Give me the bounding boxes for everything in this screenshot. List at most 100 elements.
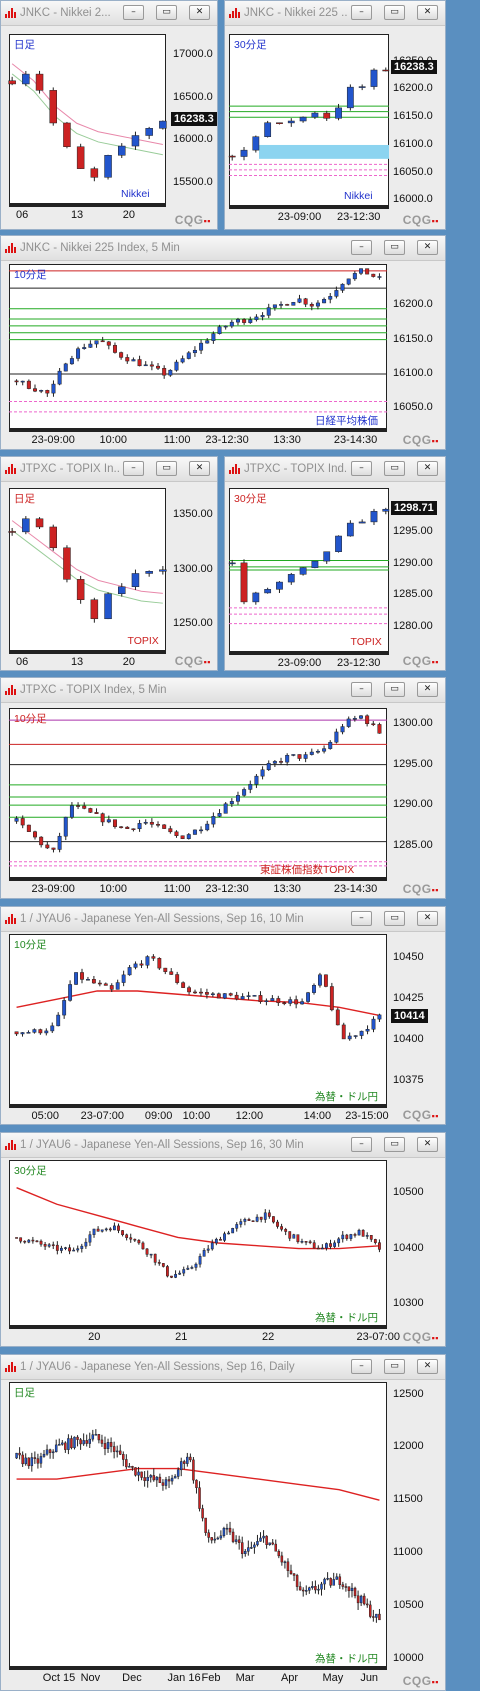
close-button[interactable]: ✕ [417, 911, 438, 926]
candle-body [94, 1434, 98, 1436]
candle-body [192, 1459, 195, 1481]
candle-body [125, 357, 130, 362]
close-button[interactable]: ✕ [189, 5, 210, 20]
candle-body [55, 1244, 59, 1251]
candle-body [345, 1234, 349, 1239]
title-bar[interactable]: 1 / JYAU6 - Japanese Yen-All Sessions, S… [1, 1355, 445, 1380]
candle-body [33, 831, 37, 838]
restore-button[interactable]: ▭ [384, 240, 405, 255]
minimize-button[interactable]: – [351, 911, 372, 926]
chart-window-jyau6-daily[interactable]: 1 / JYAU6 - Japanese Yen-All Sessions, S… [0, 1354, 446, 1691]
restore-button[interactable]: ▭ [384, 1359, 405, 1374]
close-button[interactable]: ✕ [417, 5, 438, 20]
chart-plot-area[interactable] [9, 34, 166, 204]
candle-body [97, 982, 102, 985]
candle-body [8, 531, 16, 533]
candle-body [84, 1241, 88, 1247]
candle-body [266, 307, 271, 316]
restore-button[interactable]: ▭ [384, 461, 405, 476]
chart-plot-area[interactable] [9, 934, 387, 1105]
close-button[interactable]: ✕ [417, 461, 438, 476]
close-button[interactable]: ✕ [417, 240, 438, 255]
candle-body [312, 1242, 316, 1249]
candle-body [223, 1233, 226, 1241]
candle-body [179, 1461, 183, 1471]
chart-window-jtpxc-daily[interactable]: JTPXC - TOPIX In... – ▭ ✕ 日足 TOPIX 1350.00… [0, 456, 218, 671]
candle-body [149, 1475, 152, 1478]
restore-button[interactable]: ▭ [384, 1137, 405, 1152]
restore-button[interactable]: ▭ [156, 5, 177, 20]
x-axis-tick-label: 20 [88, 1331, 101, 1343]
candle-body [106, 341, 111, 346]
minimize-button[interactable]: – [351, 240, 372, 255]
title-bar[interactable]: 1 / JYAU6 - Japanese Yen-All Sessions, S… [1, 1133, 445, 1158]
chart-plot-area[interactable] [229, 34, 389, 206]
minimize-button[interactable]: – [123, 5, 144, 20]
chart-plot-area[interactable] [9, 1160, 387, 1326]
title-bar[interactable]: JTPXC - TOPIX Ind... – ▭ ✕ [225, 457, 445, 482]
chart-window-jnkc-30min[interactable]: JNKC - Nikkei 225 ... – ▭ ✕ 30分足 Nikkei 16… [224, 0, 446, 230]
restore-button[interactable]: ▭ [156, 461, 177, 476]
chart-window-jyau6-30min[interactable]: 1 / JYAU6 - Japanese Yen-All Sessions, S… [0, 1132, 446, 1347]
close-button[interactable]: ✕ [417, 1359, 438, 1374]
title-bar[interactable]: JNKC - Nikkei 225 ... – ▭ ✕ [225, 1, 445, 26]
minimize-button[interactable]: – [351, 1359, 372, 1374]
y-axis-tick-label: 1290.00 [393, 798, 433, 811]
minimize-button[interactable]: – [351, 5, 372, 20]
candle-body [369, 1235, 373, 1240]
restore-button[interactable]: ▭ [384, 5, 405, 20]
session-bar [9, 1667, 387, 1670]
minimize-button[interactable]: – [351, 682, 372, 697]
chart-window-jtpxc-30min[interactable]: JTPXC - TOPIX Ind... – ▭ ✕ 30分足 TOPIX 1295… [224, 456, 446, 671]
candle-body [370, 511, 378, 523]
candle-body [219, 1535, 223, 1539]
cqg-app-icon [5, 243, 16, 253]
chart-window-jnkc-daily[interactable]: JNKC - Nikkei 2... – ▭ ✕ 日足 Nikkei 17000.0… [0, 0, 218, 230]
candle-body [14, 818, 19, 822]
close-button[interactable]: ✕ [417, 682, 438, 697]
restore-button[interactable]: ▭ [384, 911, 405, 926]
candle-body [248, 319, 253, 323]
title-bar[interactable]: JNKC - Nikkei 2... – ▭ ✕ [1, 1, 217, 26]
window-title: JTPXC - TOPIX Ind... [244, 463, 348, 475]
candle-body [375, 1613, 378, 1618]
chart-plot-area[interactable] [9, 1382, 387, 1667]
title-bar[interactable]: JTPXC - TOPIX Index, 5 Min – ▭ ✕ [1, 678, 445, 703]
candle-body [39, 836, 44, 846]
candle-body [21, 1454, 24, 1465]
chart-window-jnkc-5min[interactable]: JNKC - Nikkei 225 Index, 5 Min – ▭ ✕ 10分… [0, 235, 446, 450]
candle-body [44, 1030, 49, 1034]
title-bar[interactable]: 1 / JYAU6 - Japanese Yen-All Sessions, S… [1, 907, 445, 932]
minimize-button[interactable]: – [351, 1137, 372, 1152]
y-axis-tick-label: 16000.0 [173, 133, 213, 146]
title-bar[interactable]: JTPXC - TOPIX In... – ▭ ✕ [1, 457, 217, 482]
candle-body [240, 562, 248, 603]
chart-canvas [8, 63, 167, 182]
minimize-button[interactable]: – [351, 461, 372, 476]
candle-body [43, 1244, 47, 1247]
restore-button[interactable]: ▭ [384, 682, 405, 697]
window-title: JNKC - Nikkei 2... [20, 7, 111, 19]
candle-body [258, 995, 263, 1002]
candle-body [112, 345, 117, 353]
candle-body [194, 1263, 198, 1268]
x-axis-tick-label: Jun [360, 1672, 379, 1684]
chart-plot-area[interactable] [9, 708, 387, 878]
y-axis-tick-label: 17000.0 [173, 48, 213, 61]
candle-body [137, 359, 142, 367]
chart-window-jyau6-10min[interactable]: 1 / JYAU6 - Japanese Yen-All Sessions, S… [0, 906, 446, 1125]
session-bar [9, 429, 387, 432]
minimize-button[interactable]: – [123, 461, 144, 476]
candle-body [267, 1212, 271, 1217]
chart-plot-area[interactable] [9, 488, 166, 651]
candle-body [244, 1551, 247, 1554]
close-button[interactable]: ✕ [189, 461, 210, 476]
candle-body [283, 1561, 287, 1564]
candle-body [80, 972, 84, 980]
title-bar[interactable]: JNKC - Nikkei 225 Index, 5 Min – ▭ ✕ [1, 236, 445, 261]
candle-body [337, 1238, 341, 1244]
close-button[interactable]: ✕ [417, 1137, 438, 1152]
candle-body [143, 364, 148, 367]
chart-window-jtpxc-5min[interactable]: JTPXC - TOPIX Index, 5 Min – ▭ ✕ 10分足 東証株… [0, 677, 446, 899]
candle-body [326, 1578, 329, 1580]
